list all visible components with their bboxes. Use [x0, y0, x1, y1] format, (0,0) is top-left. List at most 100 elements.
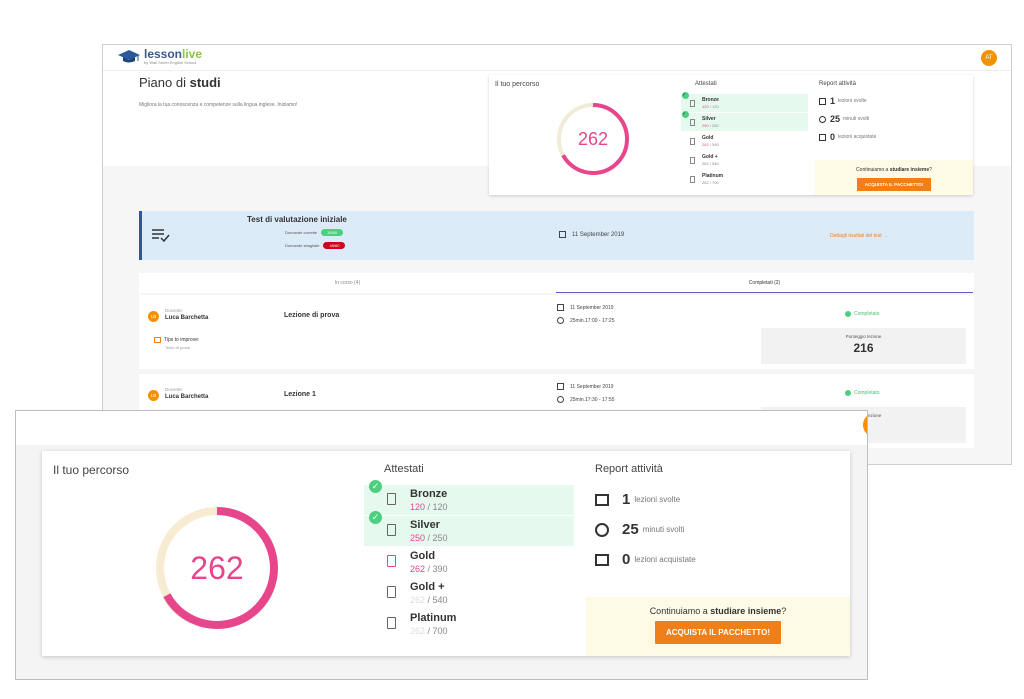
- cta-text: Continuiamo a studiare insieme?: [649, 606, 787, 616]
- check-circle-icon: ✓: [682, 92, 689, 99]
- attestato-name: Bronze: [410, 488, 448, 500]
- check-circle-icon: [845, 390, 851, 396]
- attestato-row-gold[interactable]: Gold 262 / 390: [681, 132, 808, 150]
- mortarboard-logo-icon: [118, 50, 140, 63]
- bookmark-icon: [690, 119, 695, 126]
- check-circle-icon: ✓: [369, 511, 382, 524]
- attestato-name: Silver: [702, 116, 716, 122]
- lessons-tabs: In corso (4) Completati (2): [139, 273, 974, 293]
- report-item-purchased: 0 lezioni acquistate: [595, 551, 696, 568]
- attestato-progress: 250 / 250: [410, 533, 448, 543]
- lessonlive-logo[interactable]: lessonlive by Wall Street English School: [117, 47, 202, 65]
- attestato-row-gold[interactable]: Gold + 262 / 540: [364, 578, 574, 608]
- tab-in-progress[interactable]: In corso (4): [334, 280, 361, 286]
- lesson-time: 25min.17:00 - 17:25: [557, 317, 614, 324]
- attestato-progress: 262 / 700: [410, 626, 448, 636]
- page-title: Piano di studi: [139, 75, 221, 90]
- attestato-row-gold[interactable]: Gold +262 / 540: [681, 151, 808, 169]
- attestato-row-silver[interactable]: ✓ Silver 250 / 250: [364, 511, 574, 546]
- buy-package-button[interactable]: ACQUISTA IL PACCHETTO!: [856, 178, 932, 191]
- attestato-row-silver[interactable]: ✓ Silver 250 / 250: [681, 111, 808, 131]
- attestato-row-bronze[interactable]: ✓ Bronze 120 / 120: [681, 92, 808, 112]
- teacher-name: Luca Barchetta: [165, 315, 209, 321]
- lesson-title: Lezione 1: [284, 391, 316, 398]
- percorso-title: Il tuo percorso: [495, 81, 540, 88]
- logo-main-text: lesson: [144, 47, 183, 61]
- attestato-name: Gold +: [410, 581, 445, 593]
- attestato-progress: 250 / 250: [702, 123, 719, 128]
- score-value: 216: [853, 341, 874, 355]
- purchase-cta: Continuiamo a studiare insieme? ACQUISTA…: [815, 160, 973, 195]
- attestato-progress: 120 / 120: [702, 104, 719, 109]
- report-item-purchased: 0 lezioni acquistate: [819, 132, 876, 142]
- attestato-name: Gold +: [702, 154, 718, 160]
- tips-label: Tips to improve:: [154, 337, 199, 343]
- zoom-top-strip: [16, 411, 867, 445]
- report-item-lessons: 1 lezioni svolte: [595, 491, 680, 508]
- teacher-name: Luca Barchetta: [165, 394, 209, 400]
- calendar-icon: [557, 304, 564, 311]
- buy-package-button[interactable]: ACQUISTA IL PACCHETTO!: [655, 621, 781, 644]
- attestato-progress: 120 / 120: [410, 502, 448, 512]
- teacher-avatar: LB: [148, 311, 159, 322]
- teacher-label: Docente:: [165, 387, 184, 392]
- check-circle-icon: ✓: [682, 111, 689, 118]
- summary-card: Il tuo percorso 262 Attestati ✓ Bronze 120…: [489, 75, 973, 195]
- report-title: Report attività: [819, 81, 857, 87]
- test-title: Test di valutazione iniziale: [247, 215, 347, 224]
- teacher-label: Docente:: [165, 308, 184, 313]
- logo-subtitle: by Wall Street English School: [144, 60, 197, 65]
- attestato-row-platinum[interactable]: Platinum 262 / 700: [364, 609, 574, 639]
- test-wrong-line: Domande sbagliate 45/60: [285, 242, 346, 249]
- bookmark-icon: [387, 617, 396, 629]
- zoomed-summary-panel: Il tuo percorso 262 Attestati ✓ Bronze 120…: [15, 410, 868, 680]
- tab-completed[interactable]: Completati (2): [556, 273, 973, 293]
- checklist-icon: [152, 229, 170, 242]
- shopping-bag-icon: [819, 133, 826, 141]
- lesson-title: Lezione di prova: [284, 312, 340, 319]
- bookmark-icon: [387, 524, 396, 536]
- attestato-progress: 262 / 390: [410, 564, 448, 574]
- attestato-row-platinum[interactable]: Platinum 262 / 700: [681, 170, 808, 188]
- progress-ring: 262: [557, 103, 629, 175]
- attestato-name: Bronze: [702, 97, 719, 103]
- attestato-progress: 262 / 540: [410, 595, 448, 605]
- attestato-row-gold[interactable]: Gold 262 / 390: [364, 547, 574, 577]
- attestato-row-bronze[interactable]: ✓ Bronze 120 / 120: [364, 480, 574, 515]
- clock-icon: [557, 317, 564, 324]
- attestato-name: Platinum: [410, 612, 457, 624]
- background-app-window: lessonlive by Wall Street English School…: [102, 44, 1012, 465]
- teacher-avatar: LB: [148, 390, 159, 401]
- top-navbar: lessonlive by Wall Street English School…: [103, 45, 1011, 71]
- calendar-icon: [557, 383, 564, 390]
- video-camera-icon: [819, 97, 826, 105]
- lesson-date: 11 September 2019: [557, 383, 614, 390]
- calendar-icon: [559, 231, 566, 238]
- correct-badge: 15/60: [321, 229, 344, 236]
- score-label: Punteggio lezione: [845, 334, 882, 339]
- percorso-title: Il tuo percorso: [53, 463, 130, 477]
- purchase-cta: Continuiamo a studiare insieme? ACQUISTA…: [586, 597, 850, 656]
- clock-icon: [557, 396, 564, 403]
- check-circle-icon: [845, 311, 851, 317]
- progress-points: 262: [578, 129, 608, 149]
- lesson-status: Completato: [845, 390, 880, 396]
- bookmark-icon: [690, 138, 695, 145]
- user-avatar[interactable]: AT: [981, 50, 997, 66]
- attestato-name: Platinum: [702, 173, 724, 179]
- report-item-minutes: 25 minuti svolti: [595, 521, 684, 538]
- bookmark-icon: [387, 586, 396, 598]
- attestato-progress: 262 / 540: [702, 161, 719, 166]
- clock-icon: [595, 522, 609, 537]
- attestato-name: Silver: [410, 519, 440, 531]
- lesson-date: 11 September 2019: [557, 304, 614, 311]
- comment-icon: [154, 337, 161, 343]
- lesson-card[interactable]: LB Docente: Luca Barchetta Lezione di pr…: [139, 295, 974, 369]
- bookmark-icon: [690, 100, 695, 107]
- attestato-name: Gold: [702, 135, 714, 141]
- page-subtitle: Migliora la tua conoscenza e competenze …: [139, 102, 298, 108]
- shopping-bag-icon: [595, 553, 609, 566]
- attestato-progress: 262 / 390: [702, 142, 719, 147]
- attestato-progress: 262 / 700: [702, 180, 719, 185]
- test-details-link[interactable]: Dettagli risultati del test →: [830, 233, 889, 239]
